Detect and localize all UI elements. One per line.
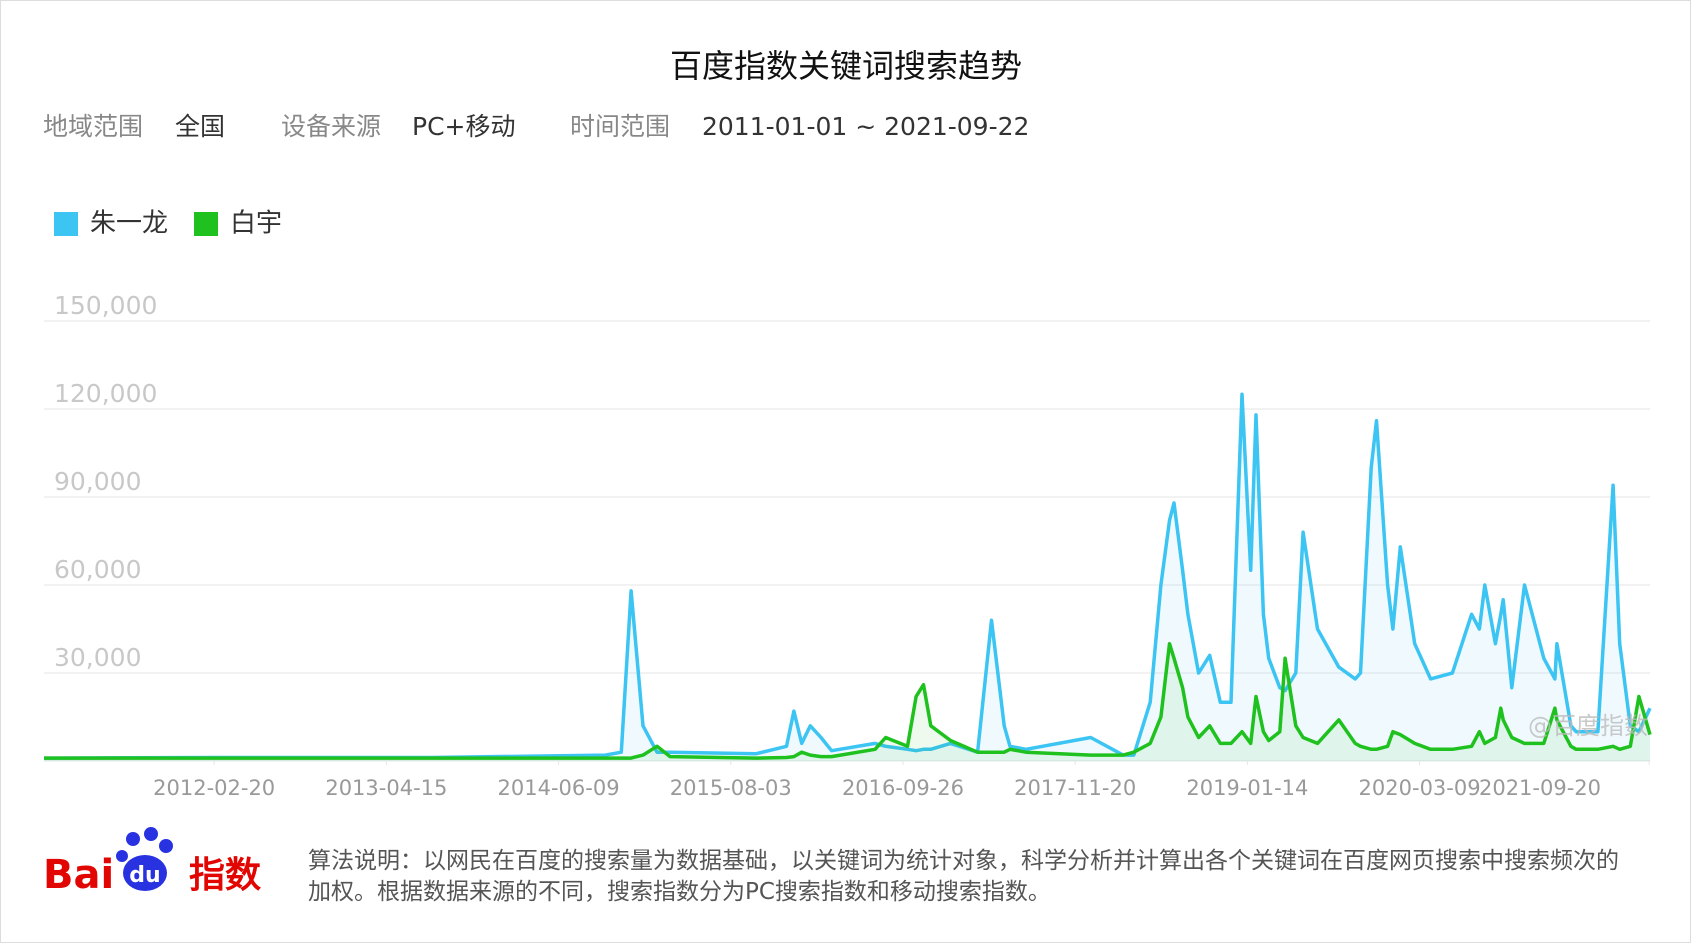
y-tick-label: 30,000 (54, 643, 141, 672)
region: 全国 (175, 112, 225, 141)
logo-paw (159, 839, 173, 853)
series-area (44, 394, 1650, 761)
x-tick-label: 2017-11-20 (1014, 776, 1136, 800)
logo-bai: Bai (43, 852, 114, 898)
x-tick-label: 2020-03-09 (1359, 776, 1481, 800)
algorithm-note: 算法说明：以网民在百度的搜索量为数据基础，以关键词为统计对象，科学分析并计算出各… (308, 848, 1619, 905)
logo-paw (144, 827, 158, 841)
region-label: 地域范围 (43, 112, 143, 141)
x-tick-label: 2021-09-20 (1479, 776, 1601, 800)
y-tick-label: 90,000 (54, 467, 141, 496)
y-tick-label: 150,000 (54, 291, 157, 320)
x-tick-label: 2012-02-20 (153, 776, 275, 800)
time-range: 2011-01-01 ~ 2021-09-22 (702, 112, 1029, 141)
device: PC+移动 (412, 112, 515, 141)
device-label: 设备来源 (281, 112, 381, 141)
logo-index: 指数 (189, 855, 261, 896)
legend-label: 朱一龙 (90, 209, 168, 239)
x-tick-label: 2019-01-14 (1186, 776, 1308, 800)
x-tick-label: 2015-08-03 (670, 776, 792, 800)
logo-paw (126, 832, 140, 846)
series-line (43, 392, 1652, 760)
legend-swatch (194, 212, 219, 236)
time-label: 时间范围 (570, 112, 670, 141)
legend-label: 白宇 (230, 209, 282, 239)
logo-paw (116, 850, 128, 862)
logo-paw (123, 855, 167, 891)
logo-du: du (129, 863, 160, 888)
series-area (44, 643, 1650, 761)
x-tick-label: 2016-09-26 (842, 776, 964, 800)
chart-title: 百度指数关键词搜索趋势 (670, 47, 1022, 85)
x-tick-label: 2013-04-15 (325, 776, 447, 800)
legend-swatch (54, 212, 78, 236)
y-tick-label: 60,000 (54, 555, 141, 584)
y-tick-label: 120,000 (54, 379, 157, 408)
series-line (44, 641, 1652, 760)
logo: Bai du 指数 (43, 827, 261, 898)
x-tick-label: 2014-06-09 (498, 776, 620, 800)
watermark: @百度指数 (1528, 712, 1648, 740)
